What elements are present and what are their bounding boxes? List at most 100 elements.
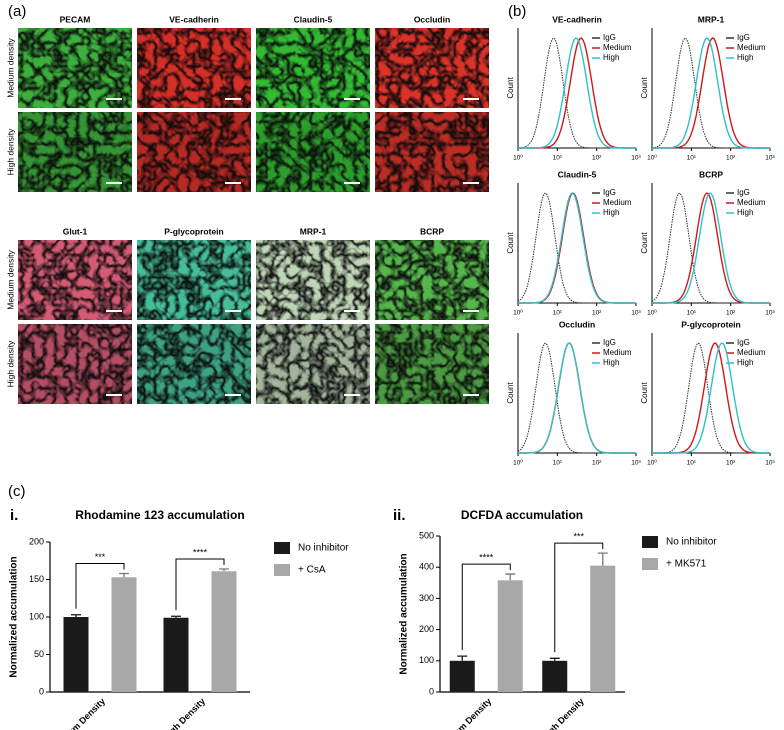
bar xyxy=(590,565,616,692)
error-bar xyxy=(505,573,516,581)
legend-label: IgG xyxy=(603,188,616,197)
micrograph xyxy=(18,240,132,320)
histogram-title: VE-cadherin xyxy=(552,14,602,24)
x-tick-label: 10³ xyxy=(765,310,775,317)
column-header: Claudin-5 xyxy=(294,14,333,24)
chart-label: ii. xyxy=(393,507,406,524)
legend-swatch xyxy=(642,558,658,570)
legend-label: High xyxy=(737,358,753,367)
y-tick-label: 500 xyxy=(419,530,434,540)
y-tick-label: 150 xyxy=(29,574,44,584)
x-tick-label: 10¹ xyxy=(687,460,697,467)
panel-label: (c) xyxy=(8,483,26,500)
chart-label: i. xyxy=(10,507,18,524)
bar xyxy=(163,617,189,692)
chart-title: DCFDA accumulation xyxy=(461,508,583,522)
error-bar xyxy=(597,552,608,566)
bar xyxy=(449,660,475,692)
legend-label: High xyxy=(603,53,619,62)
x-tick-label: Medium Density xyxy=(51,696,107,730)
x-tick-label: 10² xyxy=(592,460,602,467)
x-tick-label: 10² xyxy=(726,460,736,467)
legend-swatch xyxy=(274,564,290,576)
legend-label: High xyxy=(737,53,753,62)
row-label: Medium density xyxy=(5,37,15,97)
histogram-title: MRP-1 xyxy=(698,14,725,24)
legend-label: Medium xyxy=(737,198,766,207)
x-tick-label: 10² xyxy=(726,310,736,317)
error-bar xyxy=(71,614,81,617)
micrograph xyxy=(375,324,489,404)
x-tick-label: 10¹ xyxy=(553,155,563,162)
error-bar xyxy=(119,572,129,578)
histogram-curve xyxy=(518,192,636,304)
panel-label: (a) xyxy=(8,3,26,20)
micrograph xyxy=(137,240,251,320)
column-header: MRP-1 xyxy=(300,226,327,236)
histogram-title: BCRP xyxy=(699,169,723,179)
x-tick-label: 10² xyxy=(726,155,736,162)
y-tick-label: 100 xyxy=(29,611,44,621)
column-header: VE-cadherin xyxy=(169,14,219,24)
legend-label: + CsA xyxy=(298,565,326,576)
legend-label: No inhibitor xyxy=(666,537,717,548)
y-axis-label: Count xyxy=(640,77,649,99)
y-axis-label: Normalized accumulation xyxy=(9,556,20,677)
bar xyxy=(211,571,237,692)
y-tick-label: 200 xyxy=(419,624,434,634)
y-tick-label: 0 xyxy=(429,686,434,696)
x-tick-label: 10¹ xyxy=(553,310,563,317)
row-label: Medium density xyxy=(5,249,15,309)
histogram-curve xyxy=(518,37,636,149)
significance-label: *** xyxy=(95,552,106,562)
histogram-curve xyxy=(518,342,636,454)
micrograph xyxy=(137,28,251,108)
y-axis-label: Normalized accumulation xyxy=(399,553,410,674)
x-tick-label: 10² xyxy=(592,155,602,162)
legend-label: Medium xyxy=(737,348,766,357)
x-tick-label: 10³ xyxy=(765,460,775,467)
legend-label: High xyxy=(603,358,619,367)
legend-label: High xyxy=(737,208,753,217)
significance-label: *** xyxy=(573,532,584,542)
x-tick-label: 10⁰ xyxy=(647,309,657,317)
x-tick-label: 10¹ xyxy=(687,310,697,317)
column-header: PECAM xyxy=(60,14,91,24)
micrograph xyxy=(375,28,489,108)
bar xyxy=(63,617,89,692)
legend-label: Medium xyxy=(737,43,766,52)
panel-label: (b) xyxy=(508,3,526,20)
y-tick-label: 200 xyxy=(29,536,44,546)
x-tick-label: 10⁰ xyxy=(513,154,523,162)
micrograph xyxy=(137,112,251,192)
x-tick-label: 10¹ xyxy=(553,460,563,467)
y-tick-label: 100 xyxy=(419,655,434,665)
legend-label: IgG xyxy=(603,338,616,347)
legend-label: IgG xyxy=(737,338,750,347)
micrograph xyxy=(18,112,132,192)
column-header: P-glycoprotein xyxy=(164,226,224,236)
legend-label: IgG xyxy=(603,33,616,42)
histogram-title: P-glycoprotein xyxy=(681,319,741,329)
error-bar xyxy=(171,615,181,618)
legend-label: + MK571 xyxy=(666,559,707,570)
significance-bracket xyxy=(75,563,125,609)
significance-label: **** xyxy=(193,547,208,557)
micrograph xyxy=(256,240,370,320)
bar xyxy=(111,577,137,692)
x-tick-label: 10¹ xyxy=(687,155,697,162)
histogram-title: Claudin-5 xyxy=(558,169,597,179)
y-tick-label: 0 xyxy=(39,686,44,696)
x-tick-label: High Density xyxy=(161,696,207,730)
column-header: BCRP xyxy=(420,226,444,236)
histogram-curve xyxy=(652,192,770,304)
micrograph xyxy=(375,112,489,192)
y-axis-label: Count xyxy=(640,232,649,254)
micrograph xyxy=(18,324,132,404)
legend-swatch xyxy=(274,542,290,554)
legend-label: High xyxy=(603,208,619,217)
chart-title: Rhodamine 123 accumulation xyxy=(75,508,244,522)
legend-swatch xyxy=(642,536,658,548)
histogram-curve xyxy=(652,37,770,149)
